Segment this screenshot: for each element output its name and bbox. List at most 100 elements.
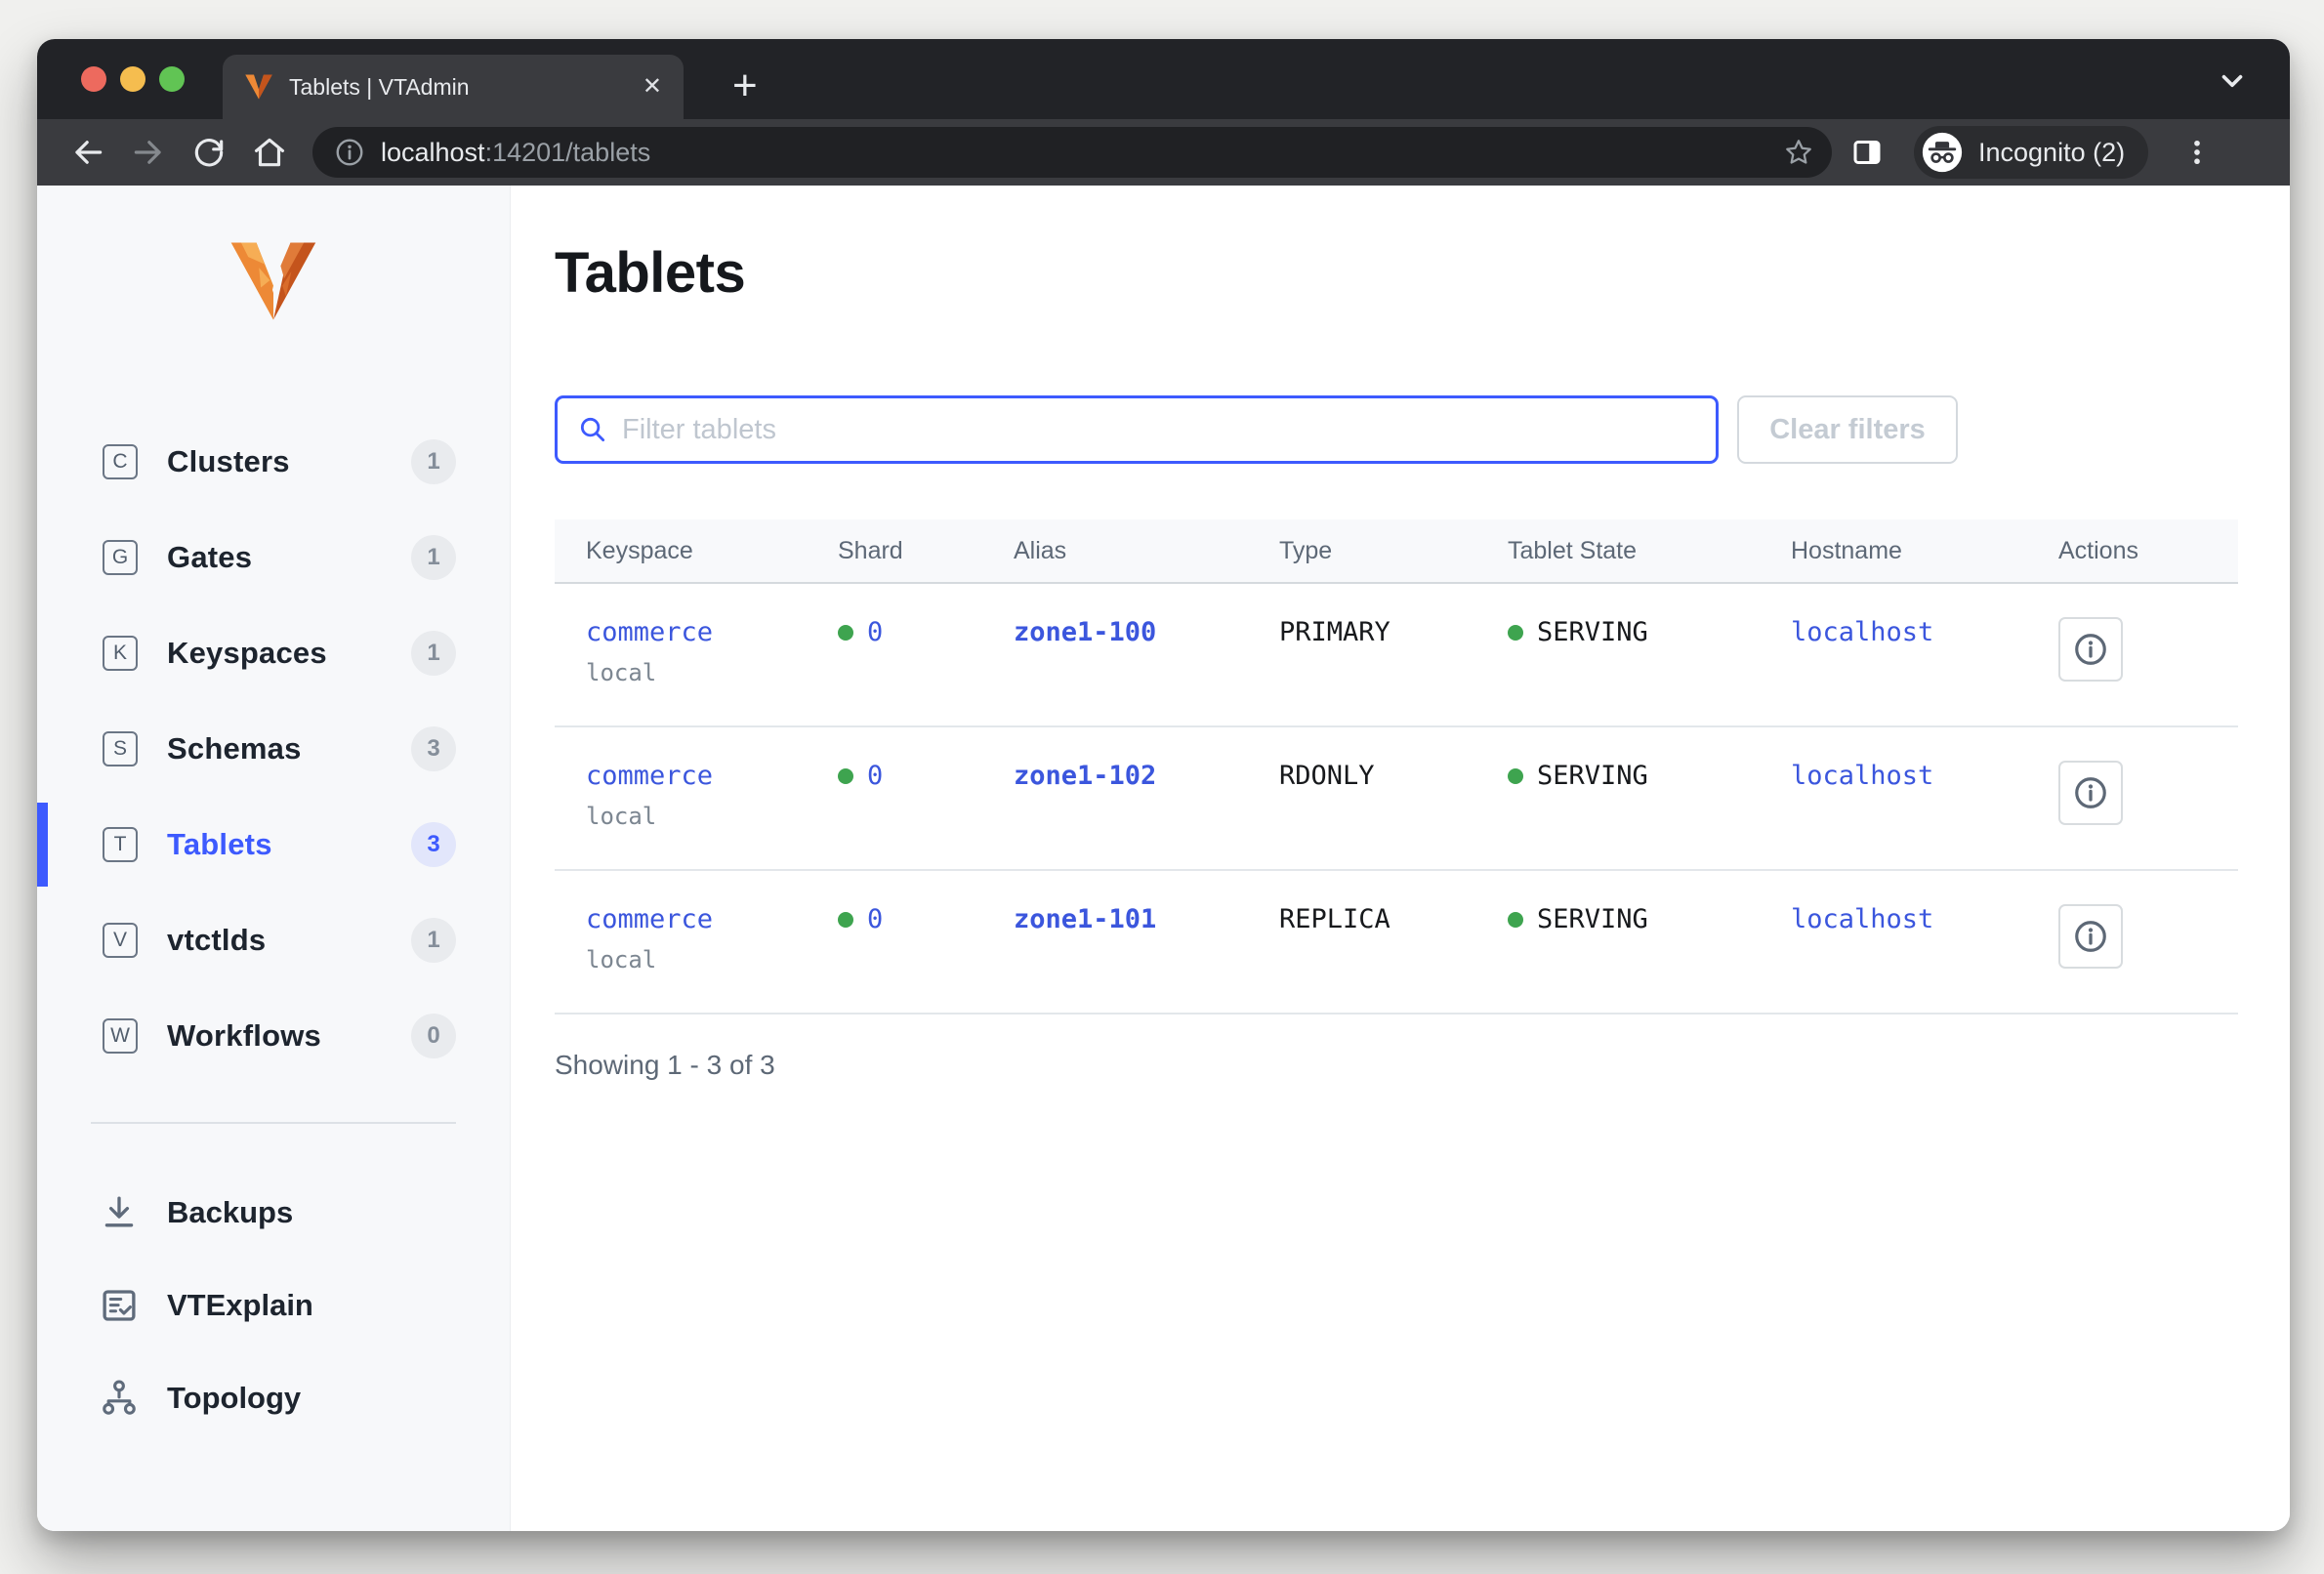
- shard-serving-dot: [838, 768, 853, 784]
- sidebar-item-keyspaces[interactable]: K Keyspaces 1: [103, 621, 510, 685]
- info-icon: [2075, 777, 2106, 808]
- close-window-button[interactable]: [81, 66, 106, 92]
- count-badge: 1: [411, 439, 456, 484]
- state-serving-dot: [1508, 768, 1523, 784]
- count-badge: 1: [411, 535, 456, 580]
- sidebar-item-vtexplain[interactable]: VTExplain: [99, 1273, 510, 1338]
- tab-title: Tablets | VTAdmin: [289, 73, 470, 100]
- table-row: commerce local 0 zone1-101 REPLICA SERVI…: [555, 870, 2238, 1015]
- sidebar-item-vtctlds[interactable]: V vtctlds 1: [103, 908, 510, 973]
- keyspace-link[interactable]: commerce: [586, 904, 714, 934]
- vitess-favicon: [245, 74, 272, 100]
- sidebar-item-schemas[interactable]: S Schemas 3: [103, 717, 510, 781]
- shard-link[interactable]: 0: [867, 617, 884, 647]
- page-content: C Clusters 1 G Gates 1 K Keyspaces 1 S S…: [37, 186, 2290, 1531]
- home-button[interactable]: [244, 127, 295, 178]
- keyspace-link[interactable]: commerce: [586, 761, 714, 791]
- topology-icon: [103, 1380, 136, 1415]
- filter-input-container: [555, 395, 1719, 464]
- tablet-state: SERVING: [1537, 617, 1648, 647]
- col-type: Type: [1248, 519, 1476, 584]
- tablet-type: REPLICA: [1248, 870, 1476, 1015]
- col-tablet-state: Tablet State: [1476, 519, 1760, 584]
- col-alias: Alias: [982, 519, 1248, 584]
- site-info-icon[interactable]: [334, 137, 365, 168]
- info-icon: [2075, 921, 2106, 952]
- sidebar-item-workflows[interactable]: W Workflows 0: [103, 1004, 510, 1068]
- col-shard: Shard: [807, 519, 982, 584]
- hostname-link[interactable]: localhost: [1791, 761, 1934, 791]
- hostname-link[interactable]: localhost: [1791, 904, 1934, 934]
- state-serving-dot: [1508, 625, 1523, 641]
- window-controls: [81, 66, 185, 92]
- close-tab-icon[interactable]: ✕: [642, 73, 662, 100]
- download-icon: [104, 1196, 134, 1227]
- bookmark-star-icon[interactable]: [1783, 137, 1814, 168]
- alias-link[interactable]: zone1-102: [1014, 761, 1157, 791]
- tablet-info-button[interactable]: [2058, 617, 2123, 682]
- sidebar-item-clusters[interactable]: C Clusters 1: [103, 430, 510, 494]
- col-keyspace: Keyspace: [555, 519, 807, 584]
- url-bar[interactable]: localhost:14201/tablets: [312, 127, 1832, 178]
- page-title: Tablets: [555, 241, 746, 305]
- workflows-icon: W: [103, 1018, 138, 1054]
- tablet-type: PRIMARY: [1248, 583, 1476, 727]
- schemas-icon: S: [103, 731, 138, 766]
- document-check-icon: [103, 1290, 136, 1321]
- incognito-badge[interactable]: Incognito (2): [1914, 126, 2149, 179]
- tablets-table: Keyspace Shard Alias Type Tablet State H…: [555, 519, 2238, 1015]
- clusters-icon: C: [103, 444, 138, 479]
- clear-filters-button[interactable]: Clear filters: [1737, 395, 1958, 464]
- reload-button[interactable]: [184, 127, 234, 178]
- new-tab-button[interactable]: +: [732, 62, 758, 109]
- tablet-type: RDONLY: [1248, 726, 1476, 871]
- filter-tablets-input[interactable]: [622, 413, 1696, 446]
- count-badge: 0: [411, 1014, 456, 1058]
- url-path: :14201/tablets: [484, 137, 651, 167]
- table-row: commerce local 0 zone1-100 PRIMARY SERVI…: [555, 583, 2238, 727]
- maximize-window-button[interactable]: [159, 66, 185, 92]
- url-host: localhost: [381, 137, 485, 167]
- alias-link[interactable]: zone1-101: [1014, 904, 1157, 934]
- forward-button[interactable]: [123, 127, 174, 178]
- tab-strip: Tablets | VTAdmin ✕ +: [37, 39, 2290, 119]
- shard-link[interactable]: 0: [867, 761, 884, 791]
- count-badge: 3: [411, 726, 456, 771]
- sidebar-item-topology[interactable]: Topology: [99, 1366, 510, 1430]
- table-pagination-summary: Showing 1 - 3 of 3: [555, 1050, 775, 1080]
- sidebar-item-tablets[interactable]: T Tablets 3: [103, 812, 510, 877]
- info-icon: [2075, 634, 2106, 665]
- state-serving-dot: [1508, 912, 1523, 928]
- keyspace-link[interactable]: commerce: [586, 617, 714, 647]
- incognito-label: Incognito (2): [1978, 137, 2126, 167]
- tablet-info-button[interactable]: [2058, 904, 2123, 969]
- incognito-icon: [1922, 132, 1963, 173]
- minimize-window-button[interactable]: [120, 66, 145, 92]
- tablet-state: SERVING: [1537, 761, 1648, 791]
- filter-row: Clear filters: [555, 395, 2238, 464]
- vtctlds-icon: V: [103, 923, 138, 958]
- count-badge: 1: [411, 918, 456, 963]
- sidebar-nav: C Clusters 1 G Gates 1 K Keyspaces 1 S S…: [37, 430, 510, 1068]
- sidebar-tools: Backups VTExplain: [37, 1180, 510, 1430]
- tab-search-chevron-icon[interactable]: [2216, 64, 2249, 98]
- browser-tab-tablets[interactable]: Tablets | VTAdmin ✕: [223, 55, 684, 119]
- count-badge: 3: [411, 822, 456, 867]
- sidebar-divider: [91, 1122, 456, 1124]
- vitess-logo: [230, 242, 316, 320]
- tablet-info-button[interactable]: [2058, 761, 2123, 825]
- col-hostname: Hostname: [1760, 519, 2027, 584]
- search-icon: [580, 417, 605, 442]
- side-panel-button[interactable]: [1842, 127, 1892, 178]
- sidebar-item-backups[interactable]: Backups: [99, 1180, 510, 1245]
- shard-link[interactable]: 0: [867, 904, 884, 934]
- sidebar-item-gates[interactable]: G Gates 1: [103, 525, 510, 590]
- cluster-name: local: [586, 659, 657, 686]
- hostname-link[interactable]: localhost: [1791, 617, 1934, 647]
- cluster-name: local: [586, 946, 657, 973]
- keyspaces-icon: K: [103, 636, 138, 671]
- browser-menu-button[interactable]: [2172, 127, 2222, 178]
- alias-link[interactable]: zone1-100: [1014, 617, 1157, 647]
- back-button[interactable]: [62, 127, 113, 178]
- url-text: localhost:14201/tablets: [381, 138, 650, 168]
